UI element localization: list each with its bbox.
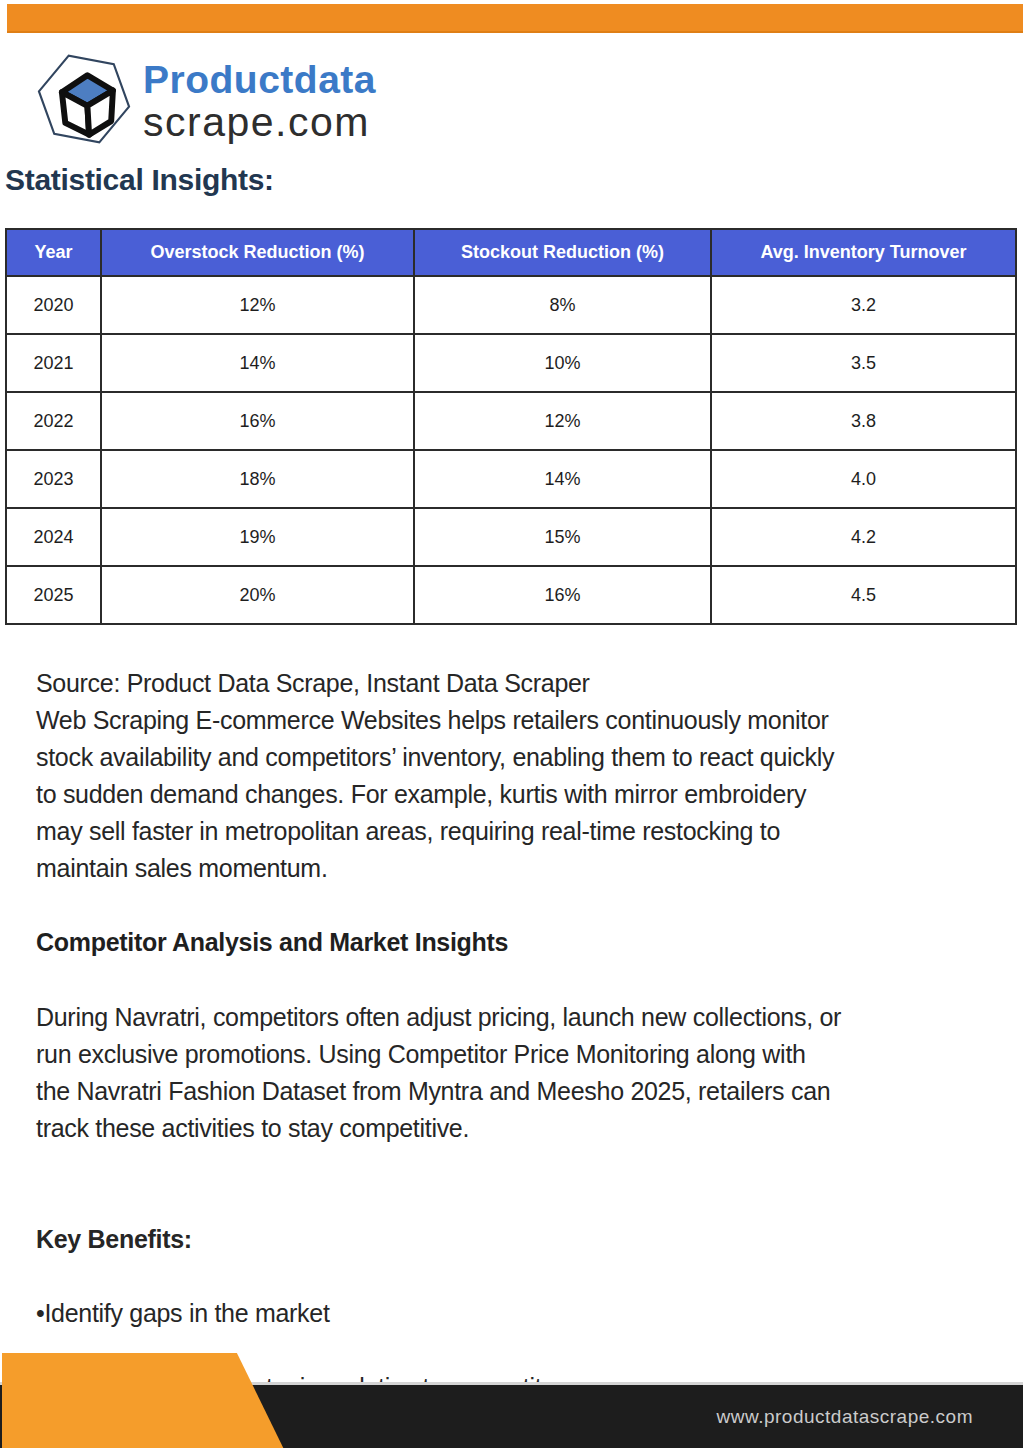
- table-cell: 3.2: [711, 276, 1016, 334]
- table-header-row: YearOverstock Reduction (%)Stockout Redu…: [6, 229, 1016, 276]
- table-cell: 2021: [6, 334, 101, 392]
- benefit-item: •Identify gaps in the market: [36, 1295, 1016, 1332]
- table-cell: 3.8: [711, 392, 1016, 450]
- competitor-section-heading: Competitor Analysis and Market Insights: [36, 924, 508, 961]
- logo-text: Productdata scrape.com: [143, 60, 376, 143]
- table-cell: 20%: [101, 566, 414, 624]
- table-cell: 4.2: [711, 508, 1016, 566]
- table-cell: 4.0: [711, 450, 1016, 508]
- table-row: 202216%12%3.8: [6, 392, 1016, 450]
- table-cell: 15%: [414, 508, 711, 566]
- page-title: Statistical Insights:: [5, 163, 274, 197]
- table-row: 202318%14%4.0: [6, 450, 1016, 508]
- logo: Productdata scrape.com: [33, 48, 376, 150]
- key-benefits-heading: Key Benefits:: [36, 1221, 1016, 1258]
- table-cell: 3.5: [711, 334, 1016, 392]
- table-cell: 16%: [101, 392, 414, 450]
- table-cell: 8%: [414, 276, 711, 334]
- table-row: 202012%8%3.2: [6, 276, 1016, 334]
- table-header-cell: Avg. Inventory Turnover: [711, 229, 1016, 276]
- logo-brand-name: Productdata: [143, 60, 376, 99]
- table-cell: 10%: [414, 334, 711, 392]
- table-cell: 2022: [6, 392, 101, 450]
- table-cell: 14%: [101, 334, 414, 392]
- logo-domain: scrape.com: [143, 102, 376, 143]
- table-row: 202419%15%4.2: [6, 508, 1016, 566]
- competitor-paragraph: During Navratri, competitors often adjus…: [36, 999, 1016, 1147]
- table-row: 202520%16%4.5: [6, 566, 1016, 624]
- table-header-cell: Year: [6, 229, 101, 276]
- top-accent-bar: [7, 4, 1023, 33]
- footer-url: www.productdatascrape.com: [717, 1385, 973, 1448]
- slide-page: Productdata scrape.com Statistical Insig…: [0, 0, 1023, 1448]
- table-cell: 16%: [414, 566, 711, 624]
- table-header-cell: Stockout Reduction (%): [414, 229, 711, 276]
- statistics-table: YearOverstock Reduction (%)Stockout Redu…: [5, 228, 1017, 625]
- table-row: 202114%10%3.5: [6, 334, 1016, 392]
- table-cell: 18%: [101, 450, 414, 508]
- table-cell: 2023: [6, 450, 101, 508]
- source-paragraph: Source: Product Data Scrape, Instant Dat…: [36, 665, 1016, 887]
- table-cell: 12%: [101, 276, 414, 334]
- table-cell: 12%: [414, 392, 711, 450]
- table-cell: 4.5: [711, 566, 1016, 624]
- table-cell: 2025: [6, 566, 101, 624]
- table-cell: 19%: [101, 508, 414, 566]
- table-cell: 2020: [6, 276, 101, 334]
- hexagon-cube-icon: [33, 48, 135, 150]
- table-cell: 14%: [414, 450, 711, 508]
- table-cell: 2024: [6, 508, 101, 566]
- table-header-cell: Overstock Reduction (%): [101, 229, 414, 276]
